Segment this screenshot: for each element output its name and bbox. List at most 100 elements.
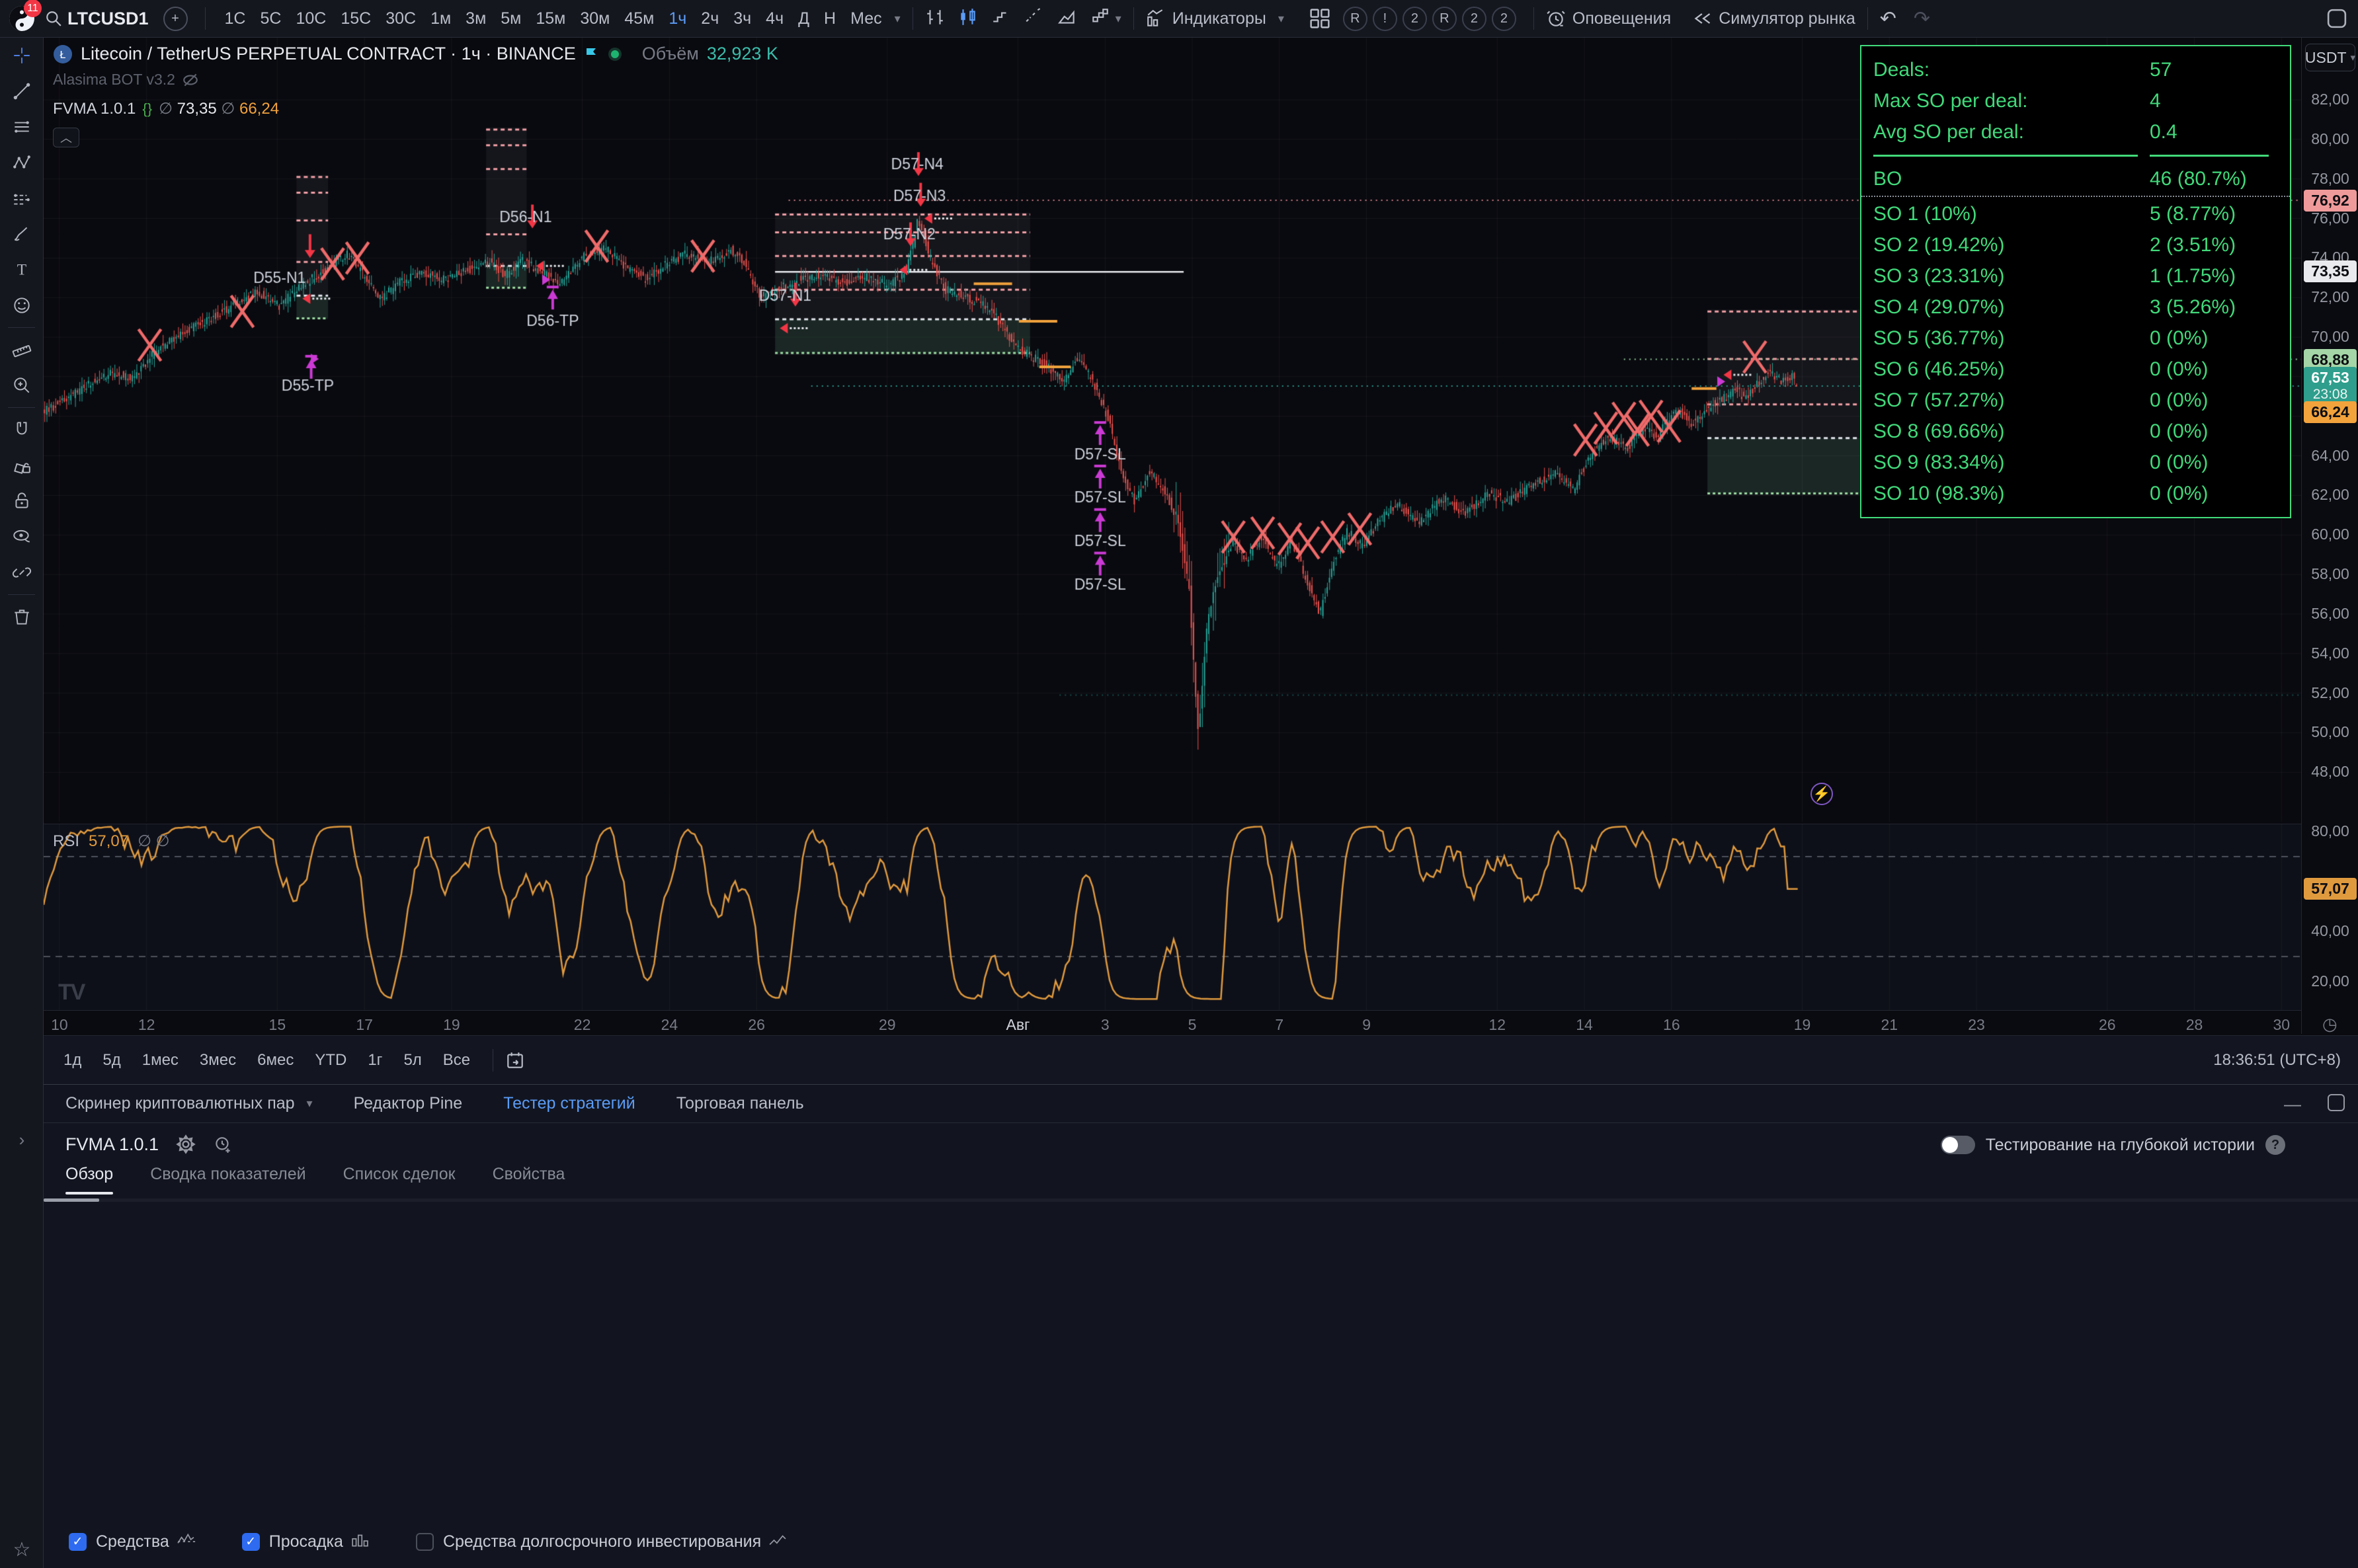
clock-icon[interactable]: ◷ — [2322, 1014, 2338, 1035]
workspace-circle-2[interactable]: 2 — [1462, 7, 1486, 31]
undo-button[interactable]: ↶ — [1880, 7, 1896, 30]
candles-icon[interactable] — [958, 7, 978, 30]
redo-button[interactable]: ↷ — [1914, 7, 1930, 30]
timeframe-1ч[interactable]: 1ч — [661, 9, 694, 28]
xabcd-pattern-icon[interactable] — [0, 145, 44, 180]
range-3мес[interactable]: 3мес — [189, 1051, 247, 1070]
workspace-circle-R[interactable]: R — [1343, 7, 1367, 31]
flag-icon[interactable] — [584, 46, 600, 62]
timeframe-Мес[interactable]: Мес — [843, 9, 889, 28]
session-clock[interactable]: 18:36:51 (UTC+8) — [2213, 1051, 2341, 1070]
chevron-down-icon[interactable]: ▾ — [1116, 12, 1121, 26]
tab-Скринер криптовалютных пар[interactable]: Скринер криптовалютных пар▾ — [65, 1094, 313, 1113]
area-chart-icon[interactable] — [1057, 7, 1077, 30]
checkbox-Средства долгосрочного инвестирования[interactable] — [416, 1533, 434, 1551]
timeframe-Д[interactable]: Д — [791, 9, 817, 28]
deep-history-toggle[interactable] — [1941, 1136, 1975, 1154]
horizontal-scrollbar[interactable] — [0, 1198, 2358, 1202]
timeframe-10С[interactable]: 10С — [288, 9, 333, 28]
timeframe-30С[interactable]: 30С — [378, 9, 423, 28]
currency-selector[interactable]: USDT▾ — [2305, 44, 2355, 71]
go-to-date-icon[interactable] — [505, 1050, 525, 1070]
timeframe-1м[interactable]: 1м — [423, 9, 458, 28]
waves-icon[interactable] — [0, 180, 44, 216]
collapse-legend-button[interactable]: ︿ — [53, 128, 79, 147]
tab-Редактор Pine[interactable]: Редактор Pine — [354, 1094, 463, 1113]
range-5д[interactable]: 5д — [92, 1051, 131, 1070]
timeframe-15С[interactable]: 15С — [333, 9, 378, 28]
report-tab-Свойства[interactable]: Свойства — [493, 1165, 565, 1191]
tab-Тестер стратегий[interactable]: Тестер стратегий — [503, 1094, 635, 1113]
workspace-circle-R[interactable]: R — [1432, 7, 1457, 31]
range-Все[interactable]: Все — [432, 1051, 481, 1070]
timeframe-45м[interactable]: 45м — [617, 9, 661, 28]
magnet-icon[interactable] — [0, 412, 44, 448]
alert-plus-icon[interactable] — [213, 1134, 233, 1154]
ruler-icon[interactable] — [0, 332, 44, 368]
trash-icon[interactable] — [0, 599, 44, 635]
range-1мес[interactable]: 1мес — [132, 1051, 189, 1070]
workspace-circle-2[interactable]: 2 — [1403, 7, 1427, 31]
report-tab-Список сделок[interactable]: Список сделок — [343, 1165, 456, 1191]
bar-chart-icon[interactable] — [925, 7, 945, 30]
indicators-button[interactable]: Индикаторы ▾ — [1146, 9, 1284, 28]
range-6мес[interactable]: 6мес — [247, 1051, 304, 1070]
link-icon[interactable] — [0, 555, 44, 590]
timeframe-Н[interactable]: Н — [817, 9, 843, 28]
range-5л[interactable]: 5л — [393, 1051, 432, 1070]
layout-grid-icon[interactable] — [1309, 7, 1331, 30]
eye-hidden-icon[interactable] — [182, 71, 199, 89]
timeframe-3ч[interactable]: 3ч — [726, 9, 758, 28]
bot-lightning-icon[interactable]: ⚡ — [1810, 783, 1833, 805]
help-icon[interactable]: ? — [2265, 1135, 2285, 1155]
timeframe-2ч[interactable]: 2ч — [694, 9, 726, 28]
gear-icon[interactable] — [176, 1134, 196, 1154]
timeframe-15м[interactable]: 15м — [528, 9, 573, 28]
eye-icon[interactable] — [0, 519, 44, 555]
dashed-line-icon[interactable] — [1024, 7, 1044, 30]
app-logo-icon[interactable]: 11 — [8, 5, 36, 32]
timeframe-30м[interactable]: 30м — [573, 9, 617, 28]
alerts-button[interactable]: Оповещения — [1546, 9, 1671, 28]
checkbox-Просадка[interactable]: ✓ — [242, 1533, 260, 1551]
timeframe-4ч[interactable]: 4ч — [758, 9, 791, 28]
checkbox-Средства[interactable]: ✓ — [69, 1533, 87, 1551]
maximize-panel-icon[interactable] — [2328, 1094, 2345, 1111]
tab-Торговая панель[interactable]: Торговая панель — [676, 1094, 804, 1113]
text-icon[interactable]: T — [0, 252, 44, 288]
chart-title[interactable]: Litecoin / TetherUS PERPETUAL CONTRACT ·… — [81, 44, 576, 64]
trend-line-icon[interactable] — [0, 73, 44, 109]
renko-icon[interactable] — [1090, 7, 1110, 30]
workspace-circle-2[interactable]: 2 — [1492, 7, 1516, 31]
rsi-chart-canvas[interactable] — [44, 824, 2301, 1011]
step-line-icon[interactable] — [991, 7, 1011, 30]
bot-name[interactable]: Alasima BOT v3.2 — [53, 71, 175, 89]
report-tab-Обзор[interactable]: Обзор — [65, 1165, 113, 1191]
minimize-panel-icon[interactable]: — — [2284, 1094, 2301, 1115]
timeframe-5С[interactable]: 5С — [253, 9, 288, 28]
panel-expand-icon[interactable]: › — [0, 1130, 44, 1150]
price-axis[interactable]: 82,0080,0078,0076,0074,0072,0070,0068,00… — [2301, 38, 2358, 1034]
timeframe-3м[interactable]: 3м — [458, 9, 493, 28]
time-axis[interactable]: 101215171922242629Авг3579121416192123262… — [44, 1010, 2301, 1035]
favorites-star-icon[interactable]: ☆ — [0, 1538, 44, 1561]
crosshair-icon[interactable] — [0, 38, 44, 73]
smiley-icon[interactable] — [0, 288, 44, 323]
timeframe-1С[interactable]: 1С — [218, 9, 253, 28]
timeframe-5м[interactable]: 5м — [493, 9, 528, 28]
edit-lock-icon[interactable] — [0, 448, 44, 483]
chevron-down-icon[interactable]: ▾ — [895, 12, 901, 26]
zoom-in-icon[interactable] — [0, 368, 44, 403]
report-tab-Сводка показателей[interactable]: Сводка показателей — [150, 1165, 305, 1191]
market-simulator-button[interactable]: Симулятор рынка — [1693, 9, 1855, 28]
add-symbol-button[interactable]: + — [163, 7, 188, 31]
symbol-search[interactable]: LTCUSD1 — [45, 9, 149, 29]
workspace-circle-![interactable]: ! — [1373, 7, 1397, 31]
brush-icon[interactable] — [0, 216, 44, 252]
lock-icon[interactable] — [0, 483, 44, 519]
fullscreen-icon[interactable] — [2325, 7, 2349, 30]
parallel-lines-icon[interactable] — [0, 109, 44, 145]
range-YTD[interactable]: YTD — [304, 1051, 357, 1070]
range-1д[interactable]: 1д — [53, 1051, 92, 1070]
range-1г[interactable]: 1г — [357, 1051, 393, 1070]
